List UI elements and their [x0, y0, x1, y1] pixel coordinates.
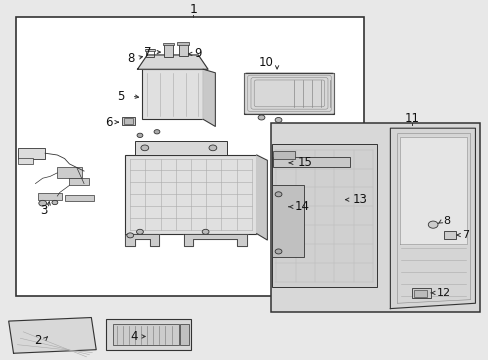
Polygon shape	[256, 155, 267, 240]
Bar	[272, 157, 350, 167]
Circle shape	[275, 192, 282, 197]
Text: 4: 4	[130, 330, 137, 343]
Bar	[38, 193, 62, 200]
Bar	[271, 123, 479, 312]
Bar	[177, 42, 189, 45]
Circle shape	[141, 145, 148, 151]
Polygon shape	[125, 234, 159, 246]
Circle shape	[208, 145, 216, 151]
Bar	[57, 167, 81, 178]
Text: 11: 11	[404, 112, 419, 125]
Text: 10: 10	[259, 55, 273, 69]
Circle shape	[154, 130, 160, 134]
Text: 8: 8	[127, 52, 134, 65]
Circle shape	[126, 233, 133, 238]
Text: 12: 12	[436, 288, 450, 298]
Text: 15: 15	[297, 156, 312, 169]
Text: 2: 2	[34, 334, 41, 347]
Bar	[19, 158, 33, 164]
Circle shape	[136, 229, 143, 234]
Text: 5: 5	[117, 90, 124, 103]
Text: 7: 7	[461, 230, 468, 240]
Polygon shape	[399, 137, 466, 244]
Bar	[272, 144, 376, 287]
Circle shape	[427, 221, 437, 228]
Bar	[145, 49, 154, 51]
Bar	[135, 141, 227, 155]
Circle shape	[202, 229, 208, 234]
Text: 14: 14	[294, 200, 309, 213]
Bar	[272, 152, 294, 159]
Bar	[244, 73, 334, 114]
Bar	[125, 155, 256, 234]
Bar	[164, 44, 173, 57]
Bar	[123, 118, 132, 123]
Text: 13: 13	[352, 193, 366, 206]
Bar	[443, 231, 455, 239]
Circle shape	[275, 117, 282, 122]
Bar	[272, 185, 303, 257]
Text: 1: 1	[189, 4, 197, 17]
Text: 9: 9	[194, 48, 202, 60]
Bar	[16, 18, 363, 296]
Text: 8: 8	[442, 216, 449, 226]
Bar	[64, 195, 94, 202]
Bar	[146, 49, 153, 57]
Polygon shape	[203, 69, 215, 126]
Bar	[163, 43, 174, 45]
Circle shape	[52, 201, 58, 204]
Circle shape	[275, 249, 282, 254]
Bar	[113, 324, 179, 345]
Bar	[19, 148, 45, 158]
Circle shape	[39, 201, 46, 206]
Circle shape	[137, 133, 142, 138]
Polygon shape	[9, 318, 96, 353]
Bar	[122, 117, 134, 125]
Bar	[413, 290, 427, 297]
Text: 6: 6	[104, 116, 112, 129]
Bar	[411, 288, 430, 298]
Text: 7: 7	[143, 46, 151, 59]
Polygon shape	[183, 234, 246, 246]
Bar	[69, 178, 89, 185]
Bar	[179, 44, 187, 56]
Text: 3: 3	[41, 204, 48, 217]
Polygon shape	[389, 128, 474, 309]
Polygon shape	[137, 55, 207, 69]
Bar	[142, 69, 203, 119]
Bar	[106, 319, 191, 350]
Bar	[180, 324, 189, 345]
Circle shape	[258, 115, 264, 120]
